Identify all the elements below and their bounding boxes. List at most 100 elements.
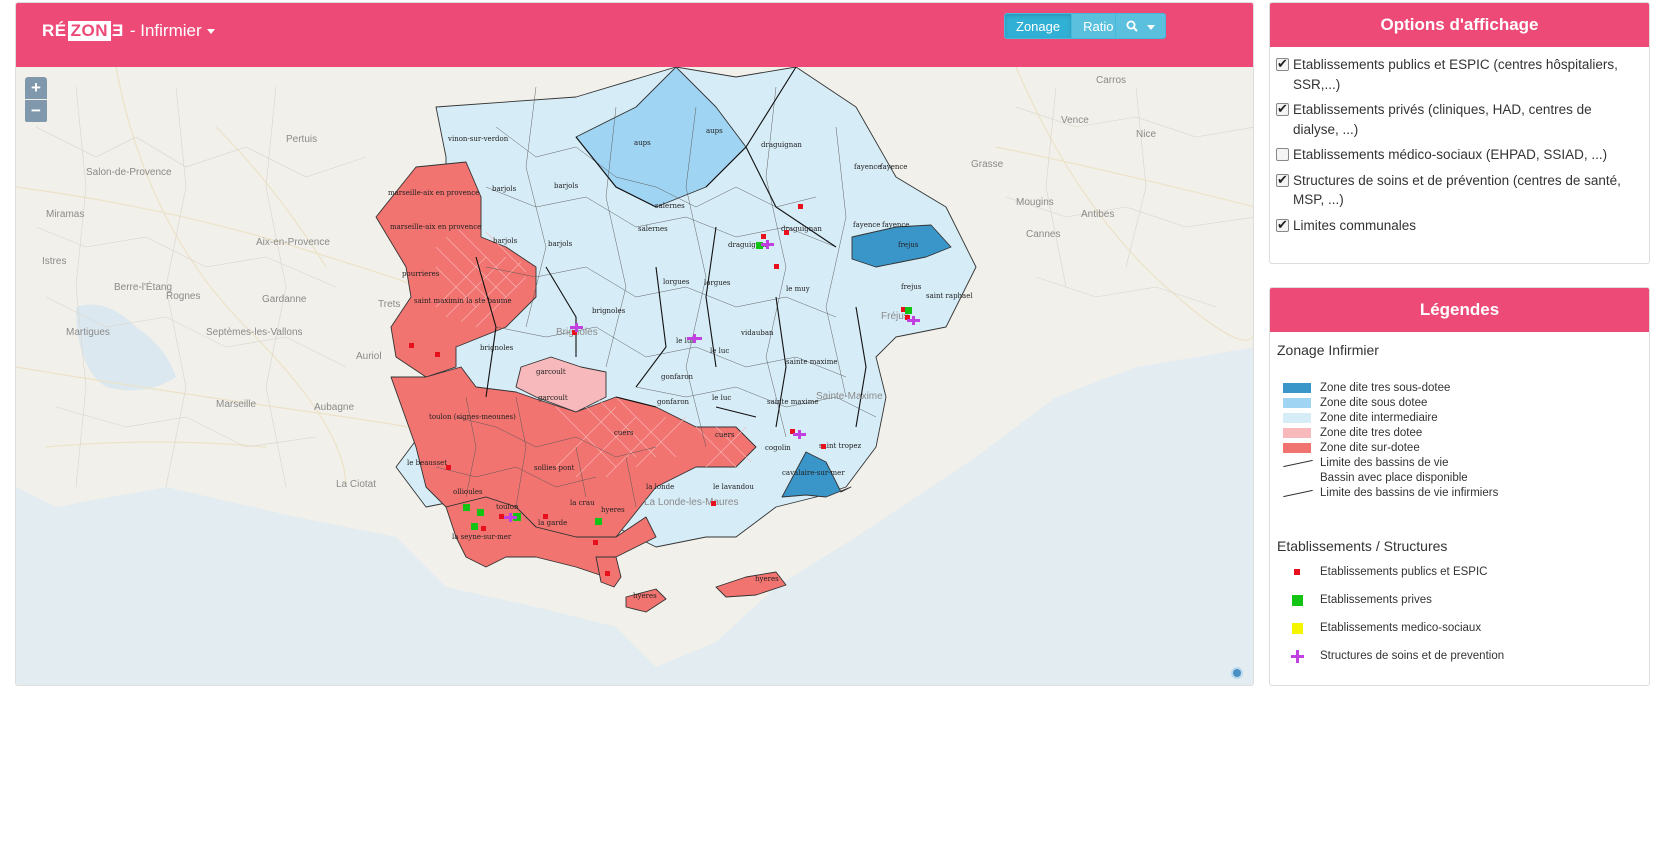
place-label: La Londe-les-Maures bbox=[644, 497, 739, 508]
svg-text:le lavandou: le lavandou bbox=[713, 483, 754, 491]
place-label: Berre-l'Étang bbox=[114, 280, 172, 293]
options-panel: Options d'affichage Etablissements publi… bbox=[1269, 2, 1650, 264]
svg-text:ollioules: ollioules bbox=[453, 488, 483, 496]
svg-text:brignoles: brignoles bbox=[592, 307, 626, 315]
limites-communales-checkbox[interactable] bbox=[1276, 215, 1289, 234]
etang-de-berre bbox=[76, 304, 176, 391]
svg-text:hyeres: hyeres bbox=[601, 506, 625, 514]
zone-label: Zone dite sous dotee bbox=[1320, 396, 1428, 409]
option-structures-soins[interactable]: Structures de soins et de prévention (ce… bbox=[1270, 170, 1649, 210]
line-label: Limite des bassins de vie bbox=[1320, 456, 1449, 469]
svg-text:marseille-aix en provence: marseille-aix en provence bbox=[390, 223, 481, 231]
place-label: La Ciotat bbox=[336, 479, 376, 490]
svg-text:la crau: la crau bbox=[570, 499, 595, 507]
etab-label: Structures de soins et de prevention bbox=[1320, 650, 1505, 662]
etab-publics-markers[interactable] bbox=[409, 204, 910, 576]
etab-medico-sociaux-checkbox[interactable] bbox=[1276, 148, 1289, 161]
zoom-in-button[interactable]: + bbox=[25, 77, 47, 99]
svg-text:frejus: frejus bbox=[898, 241, 919, 249]
zoom-out-button[interactable]: − bbox=[25, 100, 47, 122]
zoning-map[interactable]: Pertuis Salon-de-Provence Miramas Aix-en… bbox=[16, 67, 1253, 686]
purple-cross-icon bbox=[1290, 649, 1304, 663]
svg-text:la seyne-sur-mer: la seyne-sur-mer bbox=[452, 533, 512, 541]
option-etab-medico-sociaux[interactable]: Etablissements médico-sociaux (EHPAD, SS… bbox=[1270, 145, 1649, 165]
place-label: Sainte-Maxime bbox=[816, 391, 883, 402]
etab-label: Etablissements publics et ESPIC bbox=[1320, 566, 1488, 578]
place-label: Miramas bbox=[46, 209, 84, 220]
etab-label: Etablissements medico-sociaux bbox=[1320, 622, 1482, 634]
etab-prives-checkbox[interactable] bbox=[1276, 99, 1289, 119]
svg-text:frejus: frejus bbox=[901, 283, 922, 291]
option-etab-publics[interactable]: Etablissements publics et ESPIC (centres… bbox=[1270, 54, 1649, 94]
search-group bbox=[1115, 13, 1166, 39]
legend-zone-row: Zone dite intermediaire bbox=[1283, 410, 1649, 425]
place-label: Trets bbox=[378, 299, 400, 310]
rezone-logo: RÉ ZON Ǝ bbox=[42, 21, 124, 41]
zone-label: Zone dite sur-dotee bbox=[1320, 441, 1420, 454]
red-square-icon bbox=[1294, 569, 1300, 575]
svg-text:aups: aups bbox=[634, 139, 651, 147]
map-panel: RÉ ZON Ǝ - Infirmier Zonage Ratio bbox=[15, 2, 1254, 686]
line-label: Bassin avec place disponible bbox=[1320, 471, 1468, 484]
legend-zone-row: Zone dite tres sous-dotee bbox=[1283, 380, 1649, 395]
option-label: Structures de soins et de prévention (ce… bbox=[1293, 172, 1621, 208]
svg-text:la garde: la garde bbox=[538, 519, 567, 527]
options-panel-title: Options d'affichage bbox=[1270, 3, 1649, 47]
svg-text:vinon-sur-verdon: vinon-sur-verdon bbox=[447, 135, 509, 143]
zone-swatch bbox=[1283, 397, 1311, 408]
option-limites-communales[interactable]: Limites communales bbox=[1270, 215, 1649, 236]
svg-text:marseille-aix en provence: marseille-aix en provence bbox=[388, 189, 479, 197]
search-dropdown-button[interactable] bbox=[1115, 13, 1166, 39]
place-label: Fréjus bbox=[881, 311, 909, 322]
place-label: Carros bbox=[1096, 75, 1126, 86]
option-label: Etablissements médico-sociaux (EHPAD, SS… bbox=[1293, 147, 1608, 162]
structures-soins-checkbox[interactable] bbox=[1276, 170, 1289, 189]
svg-text:cogolin: cogolin bbox=[765, 444, 791, 452]
svg-text:cuers: cuers bbox=[715, 431, 735, 439]
structures-soins-markers[interactable] bbox=[504, 240, 920, 522]
svg-text:fayence: fayence bbox=[880, 163, 907, 171]
svg-text:saint tropez: saint tropez bbox=[819, 442, 862, 450]
etab-legend-title: Etablissements / Structures bbox=[1277, 538, 1448, 554]
svg-text:lorgues: lorgues bbox=[704, 279, 731, 287]
option-label: Etablissements privés (cliniques, HAD, c… bbox=[1293, 102, 1592, 137]
svg-text:le beausset: le beausset bbox=[407, 459, 447, 467]
etab-publics-checkbox[interactable] bbox=[1276, 54, 1289, 74]
svg-text:salernes: salernes bbox=[655, 202, 685, 210]
svg-text:toulon: toulon bbox=[496, 503, 519, 511]
svg-text:fayence: fayence bbox=[854, 163, 881, 171]
green-square-icon bbox=[1291, 594, 1303, 606]
line-label: Limite des bassins de vie infirmiers bbox=[1320, 486, 1499, 499]
place-label: Vence bbox=[1061, 115, 1089, 126]
map-attribution-icon[interactable] bbox=[1231, 667, 1243, 679]
svg-text:draguignan: draguignan bbox=[728, 241, 769, 249]
option-etab-prives[interactable]: Etablissements privés (cliniques, HAD, c… bbox=[1270, 99, 1649, 139]
legend-etab-row: Structures de soins et de prevention bbox=[1283, 642, 1649, 670]
zonage-legend-title: Zonage Infirmier bbox=[1277, 342, 1379, 358]
zone-swatch bbox=[1283, 442, 1311, 453]
sea bbox=[16, 347, 1253, 685]
commune-boundaries bbox=[435, 86, 877, 508]
yellow-square-icon bbox=[1291, 622, 1303, 634]
svg-text:aups: aups bbox=[706, 127, 723, 135]
place-label: Mougins bbox=[1016, 197, 1054, 208]
svg-text:brignoles: brignoles bbox=[480, 344, 514, 352]
place-label: Rognes bbox=[166, 291, 200, 302]
svg-text:gonfaron: gonfaron bbox=[657, 398, 690, 406]
zonage-button[interactable]: Zonage bbox=[1004, 13, 1073, 39]
svg-text:la londe: la londe bbox=[646, 483, 674, 491]
place-label: Aix-en-Provence bbox=[256, 237, 330, 248]
place-label: Pertuis bbox=[286, 134, 317, 145]
legend-zone-row: Zone dite tres dotee bbox=[1283, 425, 1649, 440]
svg-text:salernes: salernes bbox=[638, 225, 668, 233]
legend-etab-row: Etablissements prives bbox=[1283, 586, 1649, 614]
background-commune-grid bbox=[35, 86, 1253, 488]
svg-text:le luc: le luc bbox=[712, 394, 731, 402]
caret-down-icon bbox=[1146, 25, 1155, 31]
map-canvas[interactable]: Pertuis Salon-de-Provence Miramas Aix-en… bbox=[16, 67, 1253, 686]
svg-text:sainte maxime: sainte maxime bbox=[767, 398, 818, 406]
module-dropdown[interactable]: RÉ ZON Ǝ - Infirmier bbox=[42, 19, 215, 43]
svg-text:barjols: barjols bbox=[548, 240, 573, 248]
zone-label: Zone dite tres sous-dotee bbox=[1320, 381, 1451, 394]
legend-etab-row: Etablissements medico-sociaux bbox=[1283, 614, 1649, 642]
